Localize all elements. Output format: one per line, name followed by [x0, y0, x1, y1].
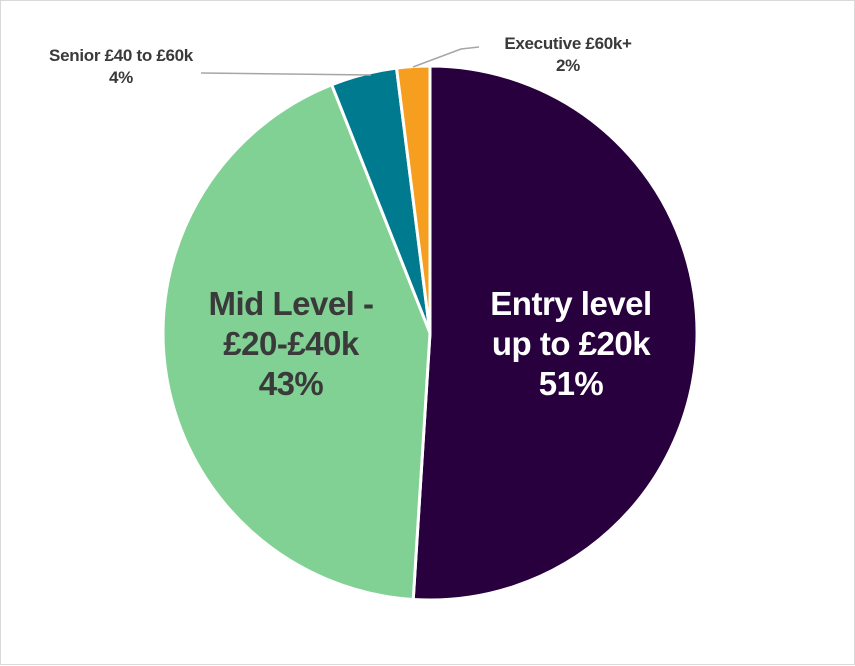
data-label-senior: Senior £40 to £60k 4% [49, 46, 194, 87]
data-label-senior-line: 4% [109, 68, 133, 87]
data-label-senior-line: Senior £40 to £60k [49, 46, 194, 65]
data-label-mid-line: 43% [259, 365, 324, 402]
data-label-entry-line: 51% [539, 365, 604, 402]
leader-lines [200, 46, 480, 76]
leader-line-senior [200, 72, 372, 76]
data-label-executive-line: 2% [556, 56, 580, 75]
data-label-entry-line: up to £20k [492, 325, 651, 362]
data-label-entry: Entry level up to £20k 51% [490, 285, 651, 402]
data-label-entry-line: Entry level [490, 285, 651, 322]
pie-slice-mid [161, 83, 432, 601]
data-label-executive-line: Executive £60k+ [504, 34, 632, 53]
data-label-executive: Executive £60k+ 2% [504, 34, 632, 75]
data-label-mid-line: Mid Level - [208, 285, 373, 322]
data-labels: Entry level up to £20k 51% Mid Level -£20-£… [49, 34, 652, 402]
data-label-mid: Mid Level -£20-£40k 43% [208, 285, 373, 402]
pie-slices [161, 64, 699, 602]
pie-slice-entry [411, 64, 699, 602]
data-label-mid-line: £20-£40k [223, 325, 360, 362]
leader-line-executive [412, 46, 480, 68]
